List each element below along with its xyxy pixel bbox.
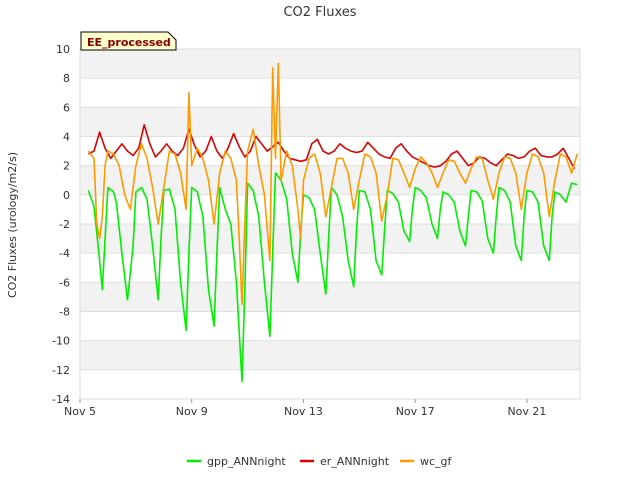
legend-label-gpp_ANNnight: gpp_ANNnight (207, 455, 286, 468)
legend: gpp_ANNnight er_ANNnight wc_gf (187, 455, 453, 468)
y-axis-label: CO2 Fluxes (urology/m2/s) (6, 152, 19, 298)
x-tick-label: Nov 17 (396, 405, 435, 418)
badge-label: EE_processed (87, 36, 171, 49)
series-lines (87, 62, 578, 383)
series-line-er_ANNnight (88, 124, 576, 169)
y-tick-label: -8 (59, 306, 70, 319)
badge-shape (80, 31, 177, 51)
chart-title: CO2 Fluxes (283, 5, 356, 20)
y-tick-label: -6 (59, 276, 70, 289)
y-tick-label: 0 (63, 189, 70, 202)
series-line-gpp_ANNnight (87, 172, 578, 383)
y-tick-label: -2 (59, 218, 70, 231)
grid-band (80, 311, 580, 341)
y-tick-label: -10 (52, 335, 70, 348)
y-tick-label: 2 (63, 160, 70, 173)
grid-band (80, 253, 580, 283)
legend-label-er_ANNnight: er_ANNnight (320, 455, 390, 468)
grid-band (80, 78, 580, 108)
y-tick-label: 6 (63, 101, 70, 114)
y-tick-label: -4 (59, 247, 70, 260)
y-tick-label: -12 (52, 364, 70, 377)
y-tick-label: 4 (63, 131, 70, 144)
y-tick-label: 8 (63, 72, 70, 85)
grid-band (80, 340, 580, 370)
y-tick-label: -14 (52, 393, 70, 406)
grid-band (80, 282, 580, 312)
plot-frame (79, 48, 581, 400)
y-tick-labels: 10 8 6 4 2 0 -2 -4 -6 -8 -10 -12 -14 (52, 43, 70, 406)
grid-band (80, 49, 580, 79)
legend-label-wc_gf: wc_gf (420, 455, 453, 468)
grid-band (80, 136, 580, 166)
x-tick-labels: Nov 5 Nov 9 Nov 13 Nov 17 Nov 21 (64, 399, 546, 418)
series-line-wc_gf (87, 62, 578, 306)
x-tick-label: Nov 21 (507, 405, 546, 418)
grid-band (80, 107, 580, 137)
processed-badge: EE_processed (80, 31, 177, 51)
x-tick-label: Nov 9 (176, 405, 208, 418)
grid-band (80, 369, 580, 399)
x-tick-label: Nov 5 (64, 405, 96, 418)
x-tick-label: Nov 13 (284, 405, 323, 418)
y-tick-label: 10 (56, 43, 70, 56)
grid-band (80, 224, 580, 254)
